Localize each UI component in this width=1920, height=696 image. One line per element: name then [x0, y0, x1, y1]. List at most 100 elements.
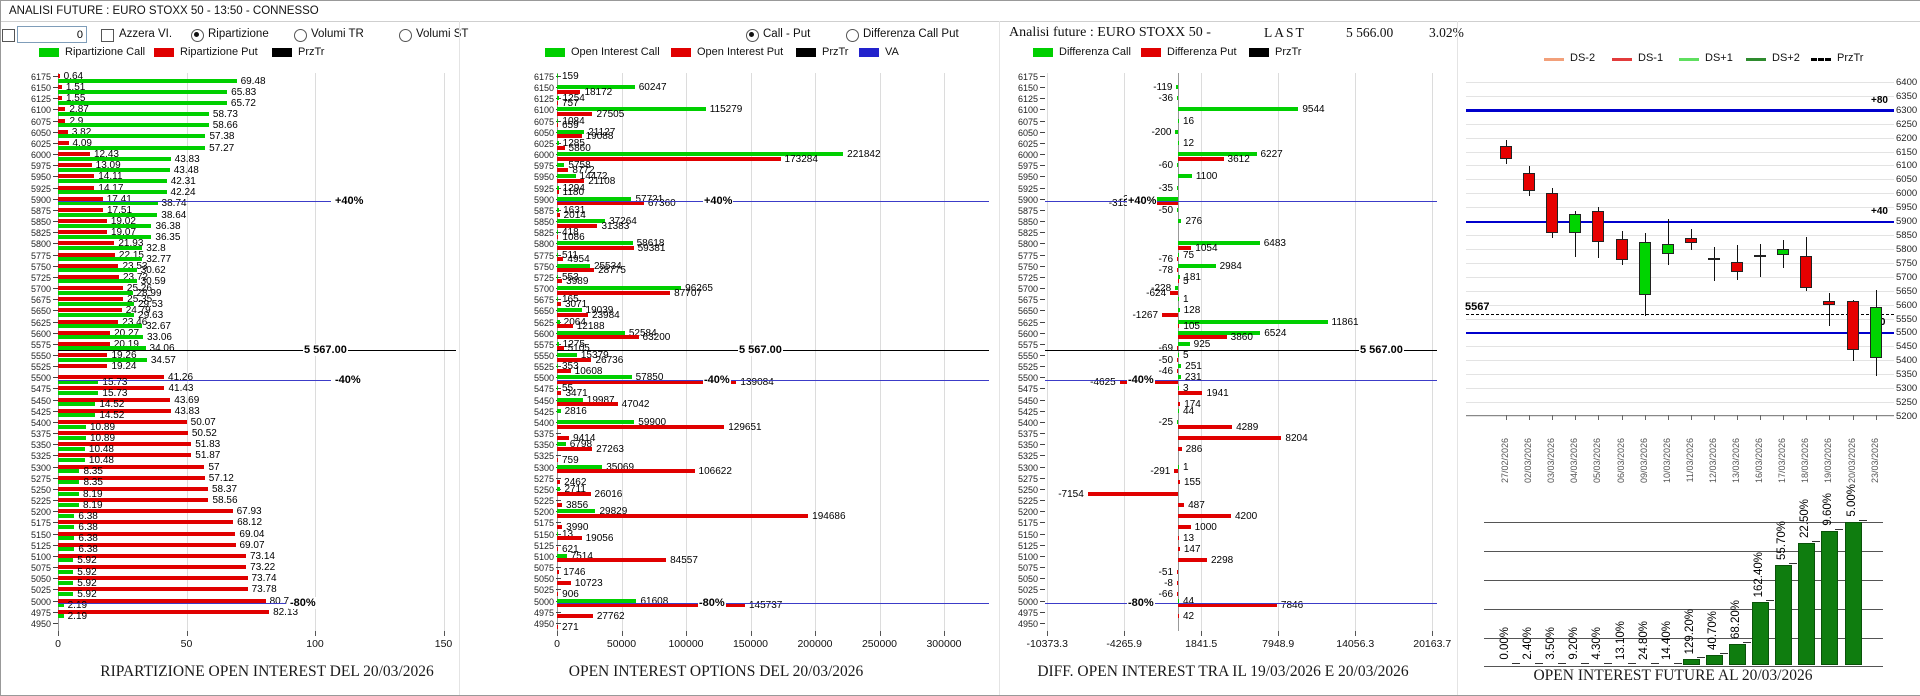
strike-tick — [53, 377, 58, 379]
put-bar — [58, 241, 115, 246]
bar-value-label: 58618 — [636, 238, 665, 250]
axis-tick — [944, 631, 945, 636]
reset-checkbox[interactable] — [2, 29, 15, 42]
candle-x-axis — [1466, 415, 1894, 416]
strike-label: 5425 — [1017, 406, 1038, 417]
put-bar — [1178, 424, 1233, 429]
strike-tick — [556, 433, 561, 435]
bar-value-label: 165 — [562, 294, 579, 306]
call-bar — [557, 185, 559, 190]
bar-value-label: 25.26 — [126, 283, 152, 295]
call-bar — [58, 167, 170, 172]
strike-label: 5275 — [533, 473, 554, 484]
call-bar — [557, 509, 596, 514]
view-mode-radio-ripartizione[interactable] — [191, 29, 204, 42]
bar-value-label: 2462 — [564, 477, 587, 489]
bar-value-label: 5 — [1183, 350, 1189, 361]
put-bar — [58, 319, 119, 324]
chart1-title: RIPARTIZIONE OPEN INTEREST DEL 20/03/202… — [100, 663, 434, 680]
put-bar — [58, 386, 165, 391]
axis-tick-label: 300000 — [926, 638, 962, 650]
axis-tick-label: 20163.7 — [1413, 638, 1452, 650]
call-bar — [58, 446, 85, 451]
bar-value-label: 75 — [1183, 249, 1195, 261]
call-bar — [557, 598, 637, 603]
legend-swatch-DS-2 — [1544, 58, 1564, 61]
bar-value-label: 58.56 — [212, 495, 238, 507]
grid-line — [815, 73, 816, 631]
view-mode-radio-label: Volumi TR — [311, 28, 364, 40]
strike-tick — [53, 488, 58, 490]
put-bar — [557, 502, 562, 507]
axis-tick — [1432, 631, 1434, 636]
axis-tick-label: 250000 — [861, 638, 898, 650]
grid-line — [186, 73, 188, 631]
axis-tick — [1201, 631, 1203, 636]
put-bar — [557, 525, 563, 529]
call-bar — [58, 502, 80, 507]
strike-label: 5225 — [1017, 496, 1038, 507]
oi-tick-dash — [1581, 663, 1590, 664]
level-label: +40% — [1127, 195, 1158, 208]
put-bar — [58, 364, 108, 369]
bar-value-label: 2298 — [1210, 555, 1234, 567]
strike-tick — [53, 533, 58, 535]
candle — [1800, 255, 1813, 288]
bar-value-label: 3612 — [1227, 153, 1250, 165]
bar-value-label: 2816 — [564, 405, 587, 417]
put-bar — [557, 591, 559, 596]
put-bar — [58, 286, 123, 291]
axis-tick — [1355, 631, 1357, 636]
bar-value-label: 34.06 — [149, 343, 175, 355]
level-line — [58, 379, 331, 381]
put-bar — [58, 174, 95, 179]
call-bar — [58, 179, 167, 184]
candle-wick — [1667, 219, 1669, 265]
view-mode-radio-volumi-st[interactable] — [399, 29, 412, 42]
bar-value-label: 21108 — [588, 176, 616, 188]
callput-radio-differenza-call-put[interactable] — [846, 29, 859, 42]
callput-radio-call-put[interactable] — [746, 29, 759, 42]
strike-label: 6050 — [533, 127, 554, 138]
bar-value-label: 4.09 — [72, 137, 92, 149]
legend-swatch-Ripartizione Put — [154, 48, 174, 57]
callput-radio-label: Call - Put — [763, 28, 811, 40]
bar-value-label: 5.92 — [77, 555, 97, 567]
date-label: 19/03/2026 — [1823, 438, 1834, 484]
legend-swatch-Differenza Put — [1141, 48, 1161, 57]
strike-label: 5625 — [30, 317, 51, 328]
candle — [1777, 248, 1790, 256]
strike-tick — [1040, 421, 1045, 423]
call-bar — [58, 257, 143, 262]
axis-tick-label: 0 — [554, 638, 560, 650]
bar-value-label: 42.31 — [170, 176, 196, 188]
strike-tick — [1040, 276, 1045, 278]
strike-label: 5875 — [1017, 205, 1038, 216]
put-bar — [1178, 246, 1192, 250]
strike-label: 5275 — [30, 473, 51, 484]
grid-line — [1466, 137, 1894, 139]
oi-pct-label: 9.20% — [1568, 627, 1581, 660]
candle-wick — [1760, 243, 1762, 277]
date-label: 18/03/2026 — [1800, 438, 1811, 484]
call-bar — [557, 330, 625, 335]
bar-value-label: 32.67 — [145, 321, 171, 333]
strike-label: 5900 — [533, 194, 554, 205]
put-bar — [58, 163, 92, 168]
bar-value-label: 58.73 — [212, 109, 238, 121]
strike-tick — [53, 421, 58, 423]
strike-tick — [1040, 176, 1045, 178]
oi-bar — [1844, 522, 1862, 665]
put-bar — [557, 335, 639, 340]
strike-label: 5525 — [533, 362, 554, 373]
call-bar — [557, 286, 682, 291]
strike-label: 5100 — [533, 551, 554, 562]
strike-label: 5175 — [1017, 518, 1038, 529]
call-bar — [58, 435, 86, 440]
azzera-checkbox[interactable] — [101, 29, 114, 42]
strike-label: 5250 — [1017, 484, 1038, 495]
spin-input[interactable] — [17, 26, 87, 43]
bar-value-label: -291 — [1150, 466, 1171, 478]
bar-value-label: -46 — [1158, 365, 1173, 377]
view-mode-radio-volumi-tr[interactable] — [294, 29, 307, 42]
